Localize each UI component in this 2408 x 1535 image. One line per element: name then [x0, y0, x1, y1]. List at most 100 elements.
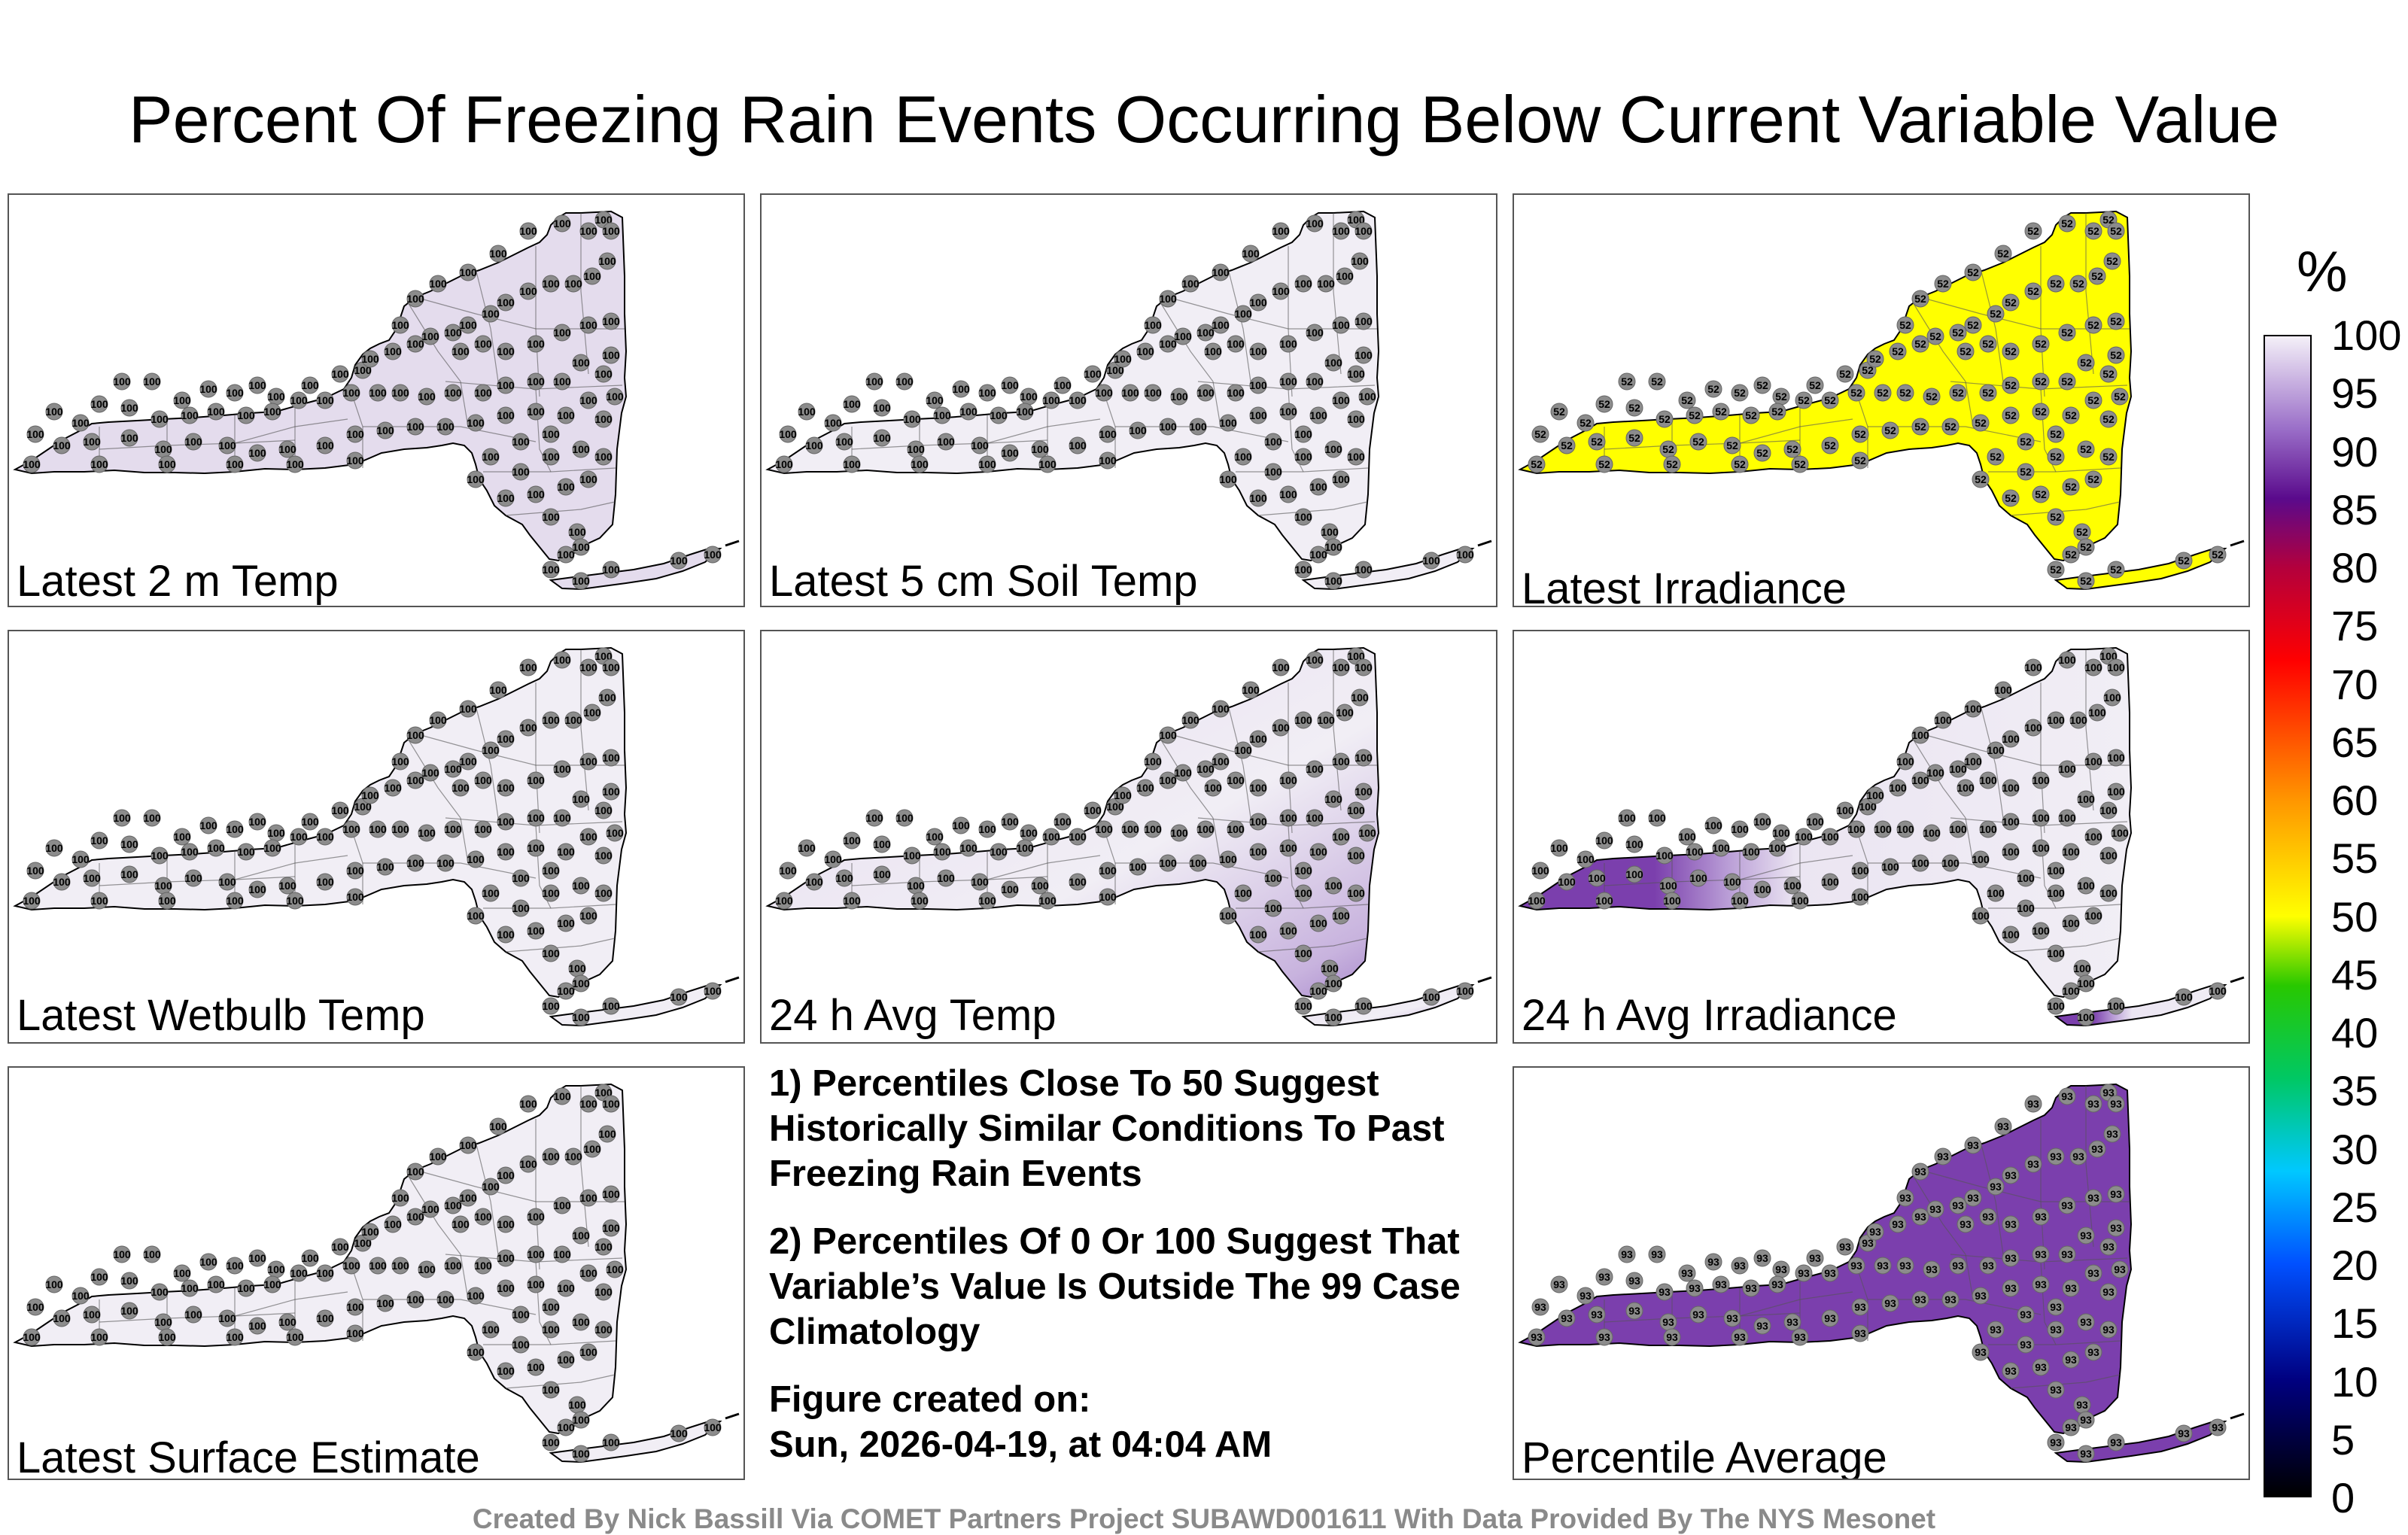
svg-text:100: 100 — [527, 1361, 545, 1373]
station-marker: 100 — [542, 944, 560, 962]
station-marker: 52 — [1911, 335, 1929, 353]
station-marker: 100 — [497, 376, 515, 394]
svg-text:100: 100 — [1531, 865, 1549, 877]
station-marker: 100 — [406, 418, 424, 436]
station-marker: 100 — [2077, 790, 2095, 808]
station-marker: 100 — [1272, 658, 1290, 676]
station-marker: 100 — [361, 1223, 379, 1241]
county-line — [234, 418, 348, 444]
station-marker: 93 — [1791, 1328, 1809, 1346]
svg-text:100: 100 — [527, 1248, 545, 1260]
station-marker: 52 — [2077, 572, 2095, 590]
svg-text:100: 100 — [805, 876, 823, 888]
svg-text:52: 52 — [1659, 413, 1671, 425]
svg-text:100: 100 — [1242, 248, 1260, 260]
svg-text:100: 100 — [2099, 887, 2118, 899]
svg-text:100: 100 — [1159, 729, 1177, 741]
station-marker: 100 — [467, 850, 485, 868]
station-marker: 93 — [1531, 1298, 1549, 1316]
station-marker: 100 — [316, 1264, 334, 1282]
station-marker: 100 — [572, 1226, 590, 1245]
svg-text:100: 100 — [1136, 782, 1154, 794]
svg-text:100: 100 — [895, 812, 914, 824]
station-marker: 100 — [184, 869, 202, 887]
block-island — [2230, 540, 2245, 547]
station-marker: 93 — [1576, 1287, 1595, 1305]
svg-text:100: 100 — [301, 1252, 319, 1264]
svg-text:100: 100 — [572, 443, 590, 455]
station-marker: 100 — [361, 786, 379, 804]
svg-text:100: 100 — [1309, 846, 1327, 858]
station-marker: 100 — [579, 470, 597, 488]
station-marker: 100 — [391, 384, 409, 402]
svg-text:52: 52 — [2212, 549, 2224, 561]
svg-text:100: 100 — [579, 1267, 597, 1279]
station-marker: 100 — [926, 391, 944, 409]
station-marker: 100 — [497, 1249, 515, 1267]
svg-text:93: 93 — [2065, 1282, 2077, 1294]
station-marker: 100 — [2111, 824, 2129, 842]
station-marker: 100 — [594, 1238, 613, 1256]
svg-text:100: 100 — [278, 880, 296, 892]
svg-text:100: 100 — [1294, 947, 1312, 959]
station-marker: 100 — [527, 403, 545, 421]
svg-text:100: 100 — [1279, 488, 1297, 500]
colorbar-tick: 100 — [2331, 312, 2402, 359]
svg-text:100: 100 — [113, 375, 131, 388]
colorbar-tick: 5 — [2331, 1415, 2355, 1464]
svg-text:100: 100 — [602, 661, 620, 673]
station-marker: 100 — [406, 335, 424, 353]
station-marker: 93 — [2047, 1298, 2065, 1316]
station-marker: 100 — [474, 1208, 492, 1226]
svg-text:100: 100 — [1317, 278, 1335, 290]
svg-text:100: 100 — [53, 439, 71, 451]
station-marker: 100 — [83, 869, 101, 887]
station-marker: 93 — [2073, 1396, 2091, 1414]
svg-text:100: 100 — [572, 793, 590, 805]
svg-text:93: 93 — [2110, 1222, 2122, 1234]
svg-text:100: 100 — [1351, 255, 1369, 267]
svg-text:100: 100 — [602, 1188, 620, 1200]
station-marker: 93 — [2002, 1166, 2020, 1184]
station-marker: 52 — [1949, 324, 1967, 342]
station-marker: 100 — [1159, 290, 1177, 308]
station-marker: 100 — [843, 892, 861, 910]
station-marker: 93 — [1704, 1253, 1722, 1271]
svg-text:52: 52 — [2087, 319, 2099, 331]
svg-text:100: 100 — [83, 436, 101, 448]
station-marker: 100 — [978, 892, 996, 910]
station-marker: 100 — [421, 1200, 439, 1218]
svg-text:52: 52 — [1877, 387, 1889, 399]
station-marker: 100 — [2077, 1008, 2095, 1026]
station-marker: 52 — [1972, 414, 1990, 432]
station-marker: 100 — [1347, 847, 1365, 865]
svg-text:100: 100 — [1324, 977, 1342, 989]
svg-text:100: 100 — [542, 1324, 560, 1336]
svg-text:93: 93 — [1534, 1301, 1546, 1313]
station-marker: 100 — [436, 418, 455, 436]
svg-text:100: 100 — [598, 1128, 616, 1140]
svg-text:100: 100 — [1069, 876, 1087, 888]
svg-text:100: 100 — [90, 895, 108, 907]
svg-text:93: 93 — [2102, 1087, 2115, 1099]
station-marker: 93 — [1923, 1260, 1941, 1278]
svg-text:100: 100 — [207, 1278, 225, 1290]
svg-text:100: 100 — [120, 402, 138, 414]
svg-text:100: 100 — [2084, 661, 2102, 673]
svg-text:93: 93 — [2091, 1143, 2103, 1155]
station-marker: 93 — [2024, 1095, 2042, 1113]
station-marker: 100 — [971, 873, 989, 891]
svg-text:100: 100 — [482, 887, 500, 899]
svg-text:100: 100 — [911, 458, 929, 470]
county-line — [1980, 1141, 2004, 1255]
station-marker: 100 — [843, 455, 861, 473]
svg-text:100: 100 — [572, 880, 590, 892]
station-marker: 100 — [113, 809, 131, 827]
svg-text:100: 100 — [2107, 752, 2125, 764]
svg-text:100: 100 — [1272, 285, 1290, 297]
station-marker: 100 — [553, 760, 571, 778]
svg-text:100: 100 — [1069, 439, 1087, 451]
svg-text:100: 100 — [226, 823, 244, 835]
svg-text:100: 100 — [1324, 357, 1342, 369]
svg-text:100: 100 — [1001, 816, 1019, 828]
